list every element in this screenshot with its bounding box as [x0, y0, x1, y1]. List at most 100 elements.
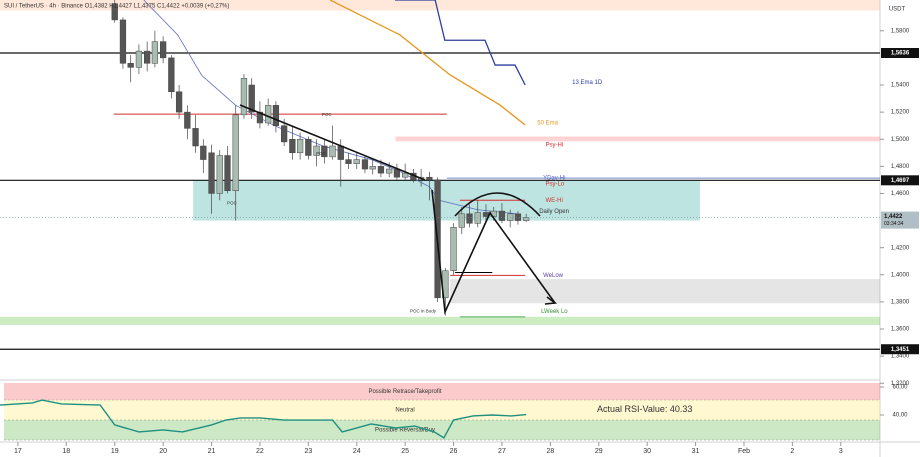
candle-body: [289, 138, 296, 154]
x-tick-label: 23: [304, 448, 312, 455]
candle-body: [507, 213, 514, 221]
candle-body: [248, 84, 255, 113]
candle-body: [450, 227, 457, 271]
rsi-line: [0, 399, 527, 439]
y-tick-label: 1,5400: [891, 83, 910, 89]
rsi-band: [4, 383, 880, 401]
rsi-value: Actual RSI-Value: 40.33: [597, 404, 692, 414]
band-label: Possible Retrace/Takeprofit: [368, 389, 441, 395]
x-tick-label: 26: [450, 448, 458, 455]
annotation: POC: [316, 151, 327, 156]
candle-body: [498, 210, 506, 221]
candle-body: [208, 152, 215, 194]
level-label: 1,4697: [891, 178, 910, 184]
candle-body: [168, 57, 175, 93]
annotation: POC: [322, 112, 333, 117]
x-tick-label: 24: [353, 448, 361, 455]
candle-body: [329, 145, 336, 158]
candle-body: [514, 213, 522, 221]
level-label: 1,5636: [891, 51, 910, 57]
x-tick-label: 18: [62, 448, 70, 455]
candle-body: [296, 138, 304, 154]
candle-body: [135, 50, 143, 68]
annotation: 13 Ema 1D: [572, 80, 603, 86]
candle-body: [305, 138, 312, 156]
ema-line: [143, 0, 517, 215]
x-tick-label: 3: [839, 448, 843, 455]
rsi-band: [4, 420, 880, 440]
annotation: WeLow: [543, 273, 564, 279]
candle-body: [216, 155, 223, 194]
candle-body: [144, 50, 151, 64]
x-tick-label: 31: [692, 448, 700, 455]
candle-body: [184, 111, 191, 129]
candle-body: [361, 159, 369, 170]
level-tag: [881, 175, 919, 186]
trend-line: [239, 104, 426, 181]
arrow-head: [544, 296, 558, 305]
currency: USDT: [889, 7, 906, 13]
zone: [450, 279, 880, 304]
y-tick-label: 1,3600: [891, 327, 910, 333]
x-tick-label: Feb: [738, 448, 750, 455]
y-tick-label: 1,5200: [891, 110, 910, 116]
x-tick-label: 2: [790, 448, 794, 455]
candle-body: [127, 63, 134, 68]
candle-body: [345, 159, 352, 164]
candle-body: [265, 105, 272, 124]
candle-body: [466, 213, 473, 224]
level-label: 1,3451: [891, 347, 910, 353]
candle-body: [151, 41, 159, 64]
y-tick-label: 1,5800: [891, 28, 910, 34]
zone: [193, 180, 700, 221]
projection-arrow: [431, 189, 556, 315]
x-tick-label: 22: [256, 448, 264, 455]
candle-body: [111, 3, 118, 21]
candle-body: [426, 176, 433, 181]
zone: [0, 0, 880, 11]
candle-body: [175, 91, 183, 113]
candle-body: [192, 128, 199, 147]
y-tick-label: 1,4000: [891, 272, 910, 278]
annotation: WE-Hi: [546, 198, 563, 204]
level-tag: [881, 344, 919, 355]
current-tag: [881, 211, 919, 229]
candle-body: [353, 159, 360, 164]
y-tick-label: 1,5000: [891, 137, 910, 143]
x-tick-label: 19: [111, 448, 119, 455]
y-tick-label: 1,3200: [891, 381, 910, 387]
annotation: POC: [227, 200, 238, 205]
band-label: Neutral: [395, 408, 414, 414]
candle-body: [281, 125, 288, 143]
countdown: 03:34:34: [884, 221, 904, 227]
candle-body: [523, 217, 530, 221]
candle-body: [232, 114, 239, 191]
level-tag: [881, 48, 919, 59]
annotation: Psy-Hi: [546, 143, 564, 149]
zone: [0, 316, 880, 325]
ema-line: [394, 0, 526, 86]
y-tick-label: 40,00: [892, 413, 908, 419]
candle-body: [119, 19, 127, 64]
drawings: [239, 104, 558, 315]
annotation: LWeek Lo: [541, 309, 568, 315]
x-tick-label: 17: [14, 448, 22, 455]
dome: [454, 192, 541, 217]
x-tick-label: 25: [401, 448, 409, 455]
candle-body: [337, 145, 344, 160]
candle-body: [313, 145, 320, 156]
x-tick-label: 28: [546, 448, 554, 455]
y-tick-label: 60,00: [892, 385, 908, 391]
candle-body: [321, 145, 328, 158]
candle-body: [458, 213, 465, 228]
y-tick-label: 1,3800: [891, 299, 910, 305]
ema-line: [329, 0, 526, 126]
band-label: Possible Reversal/Buy: [375, 428, 435, 434]
candle-body: [200, 145, 207, 160]
rsi-band: [4, 400, 880, 421]
annotation: YDay-Hi: [543, 176, 565, 182]
annotation: POC in Body: [410, 308, 437, 313]
